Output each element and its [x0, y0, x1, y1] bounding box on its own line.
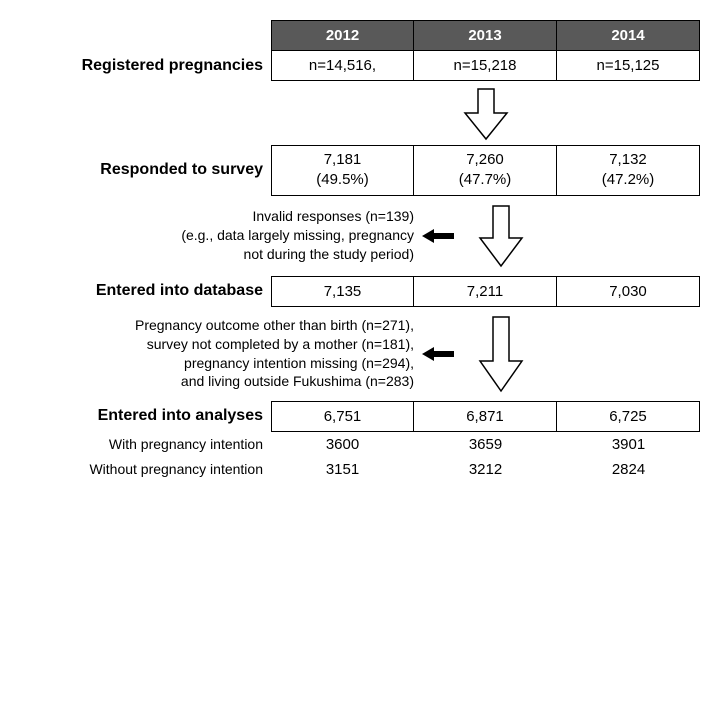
invalid-note-row: Invalid responses (n=139) (e.g., data la… [20, 196, 707, 276]
entered-analyses-cell: 6,725 [557, 401, 700, 432]
without-intention-cell: 3151 [271, 457, 414, 482]
invalid-note: Invalid responses (n=139) (e.g., data la… [20, 207, 420, 264]
with-intention-row: With pregnancy intention 3600 3659 3901 [20, 432, 707, 457]
responded-cell: 7,260 (47.7%) [414, 145, 557, 196]
entered-db-label: Entered into database [20, 282, 271, 300]
entered-analyses-row: Entered into analyses 6,751 6,871 6,725 [20, 401, 707, 432]
responded-label: Responded to survey [20, 161, 271, 179]
registered-cell: n=15,125 [557, 51, 700, 81]
entered-db-cell: 7,135 [271, 276, 414, 307]
with-intention-cell: 3659 [414, 432, 557, 457]
flow-diagram: 2012 2013 2014 Registered pregnancies n=… [20, 20, 707, 482]
down-arrow-3 [476, 315, 526, 393]
entered-analyses-cell: 6,871 [414, 401, 557, 432]
without-intention-cell: 2824 [557, 457, 700, 482]
responded-pct: (47.2%) [557, 170, 699, 190]
entered-analyses-cell: 6,751 [271, 401, 414, 432]
year-header: 2012 [271, 20, 414, 51]
entered-db-cell: 7,030 [557, 276, 700, 307]
down-arrow-1 [20, 81, 700, 145]
with-intention-cell: 3901 [557, 432, 700, 457]
exclusions-note-row: Pregnancy outcome other than birth (n=27… [20, 307, 707, 401]
left-arrow-icon [420, 227, 456, 245]
responded-pct: (49.5%) [272, 170, 413, 190]
registered-cell: n=15,218 [414, 51, 557, 81]
responded-n: 7,181 [272, 150, 413, 170]
exclusions-note: Pregnancy outcome other than birth (n=27… [20, 316, 420, 392]
left-arrow-icon [420, 345, 456, 363]
year-header: 2014 [557, 20, 700, 51]
year-header: 2013 [414, 20, 557, 51]
without-intention-label: Without pregnancy intention [20, 461, 271, 477]
registered-label: Registered pregnancies [20, 57, 271, 75]
responded-n: 7,132 [557, 150, 699, 170]
responded-pct: (47.7%) [414, 170, 556, 190]
registered-row: Registered pregnancies n=14,516, n=15,21… [20, 51, 707, 81]
responded-n: 7,260 [414, 150, 556, 170]
responded-cell: 7,181 (49.5%) [271, 145, 414, 196]
without-intention-row: Without pregnancy intention 3151 3212 28… [20, 457, 707, 482]
with-intention-cell: 3600 [271, 432, 414, 457]
entered-db-cell: 7,211 [414, 276, 557, 307]
with-intention-label: With pregnancy intention [20, 436, 271, 452]
entered-analyses-label: Entered into analyses [20, 407, 271, 425]
header-row: 2012 2013 2014 [20, 20, 707, 51]
registered-cell: n=14,516, [271, 51, 414, 81]
responded-cell: 7,132 (47.2%) [557, 145, 700, 196]
down-arrow-2 [476, 204, 526, 268]
without-intention-cell: 3212 [414, 457, 557, 482]
responded-row: Responded to survey 7,181 (49.5%) 7,260 … [20, 145, 707, 196]
entered-db-row: Entered into database 7,135 7,211 7,030 [20, 276, 707, 307]
